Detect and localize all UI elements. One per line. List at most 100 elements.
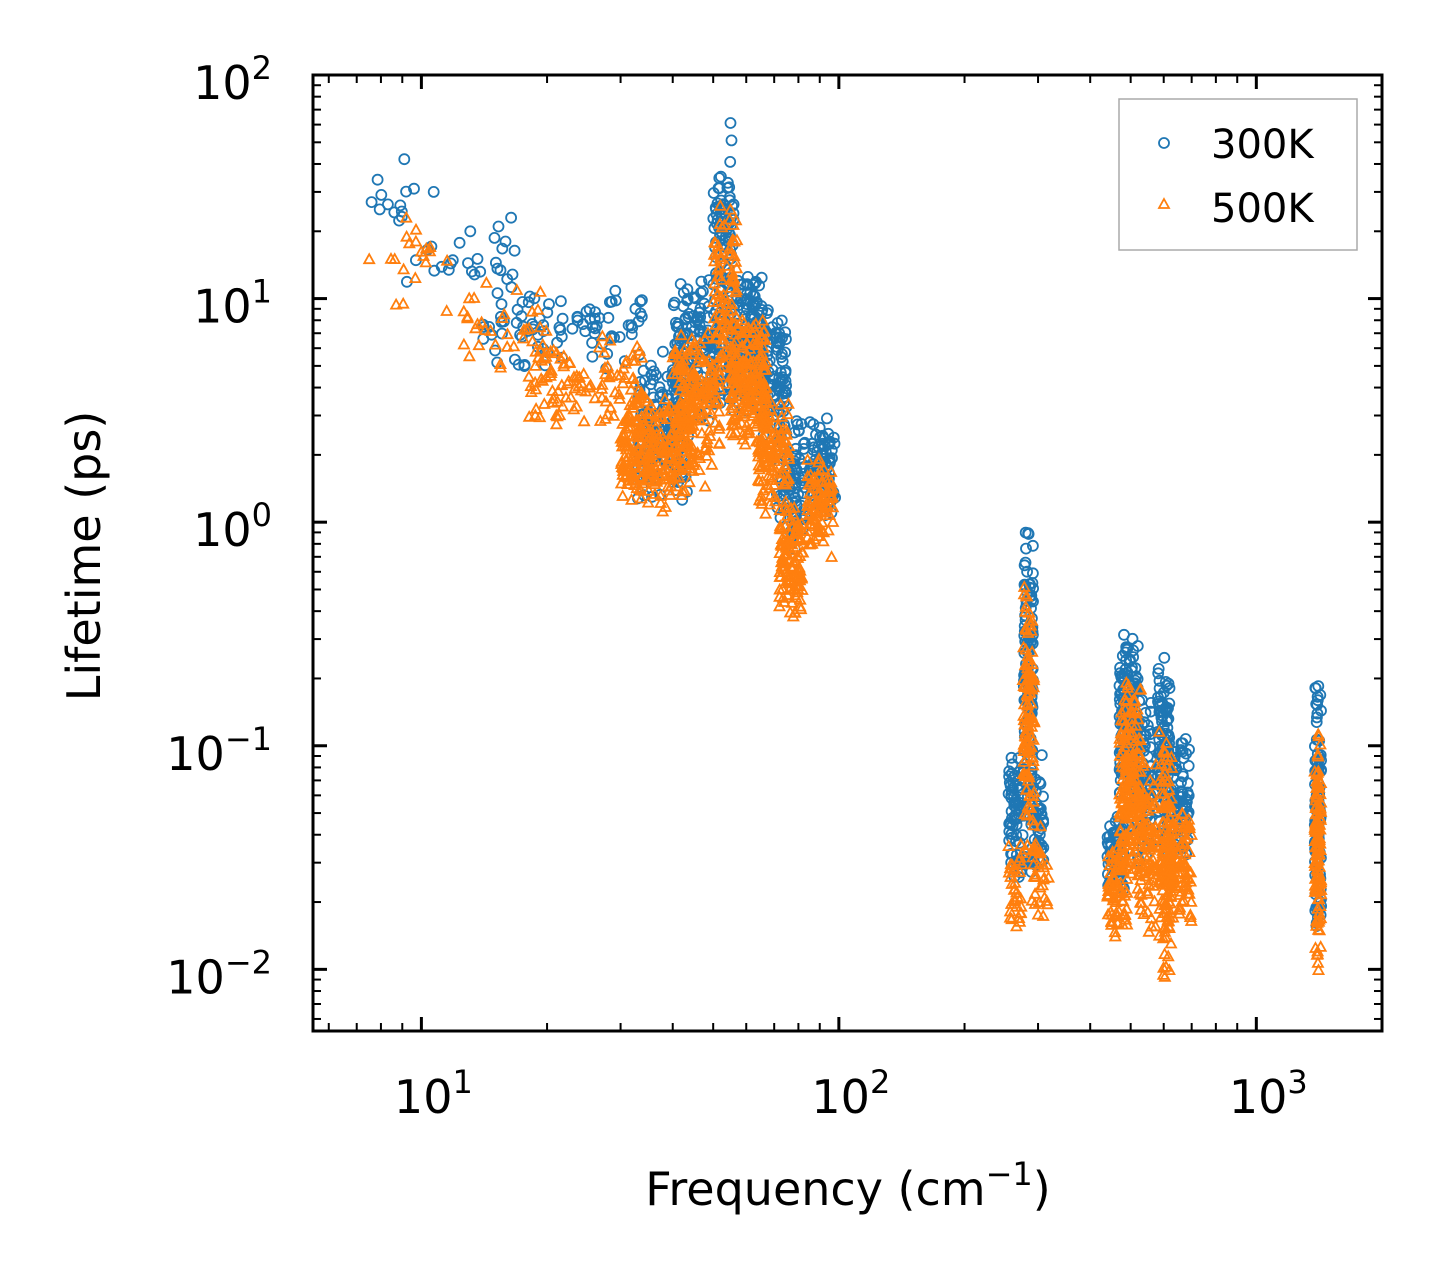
point-500k: [638, 407, 653, 419]
point-300k: [755, 271, 768, 284]
point-500k: [654, 496, 668, 508]
point-300k: [1035, 749, 1048, 761]
point-500k: [1037, 871, 1051, 883]
point-500k: [817, 462, 831, 475]
point-500k: [1019, 751, 1033, 764]
point-500k: [1101, 849, 1115, 862]
point-500k: [725, 370, 739, 383]
point-500k: [493, 357, 507, 369]
point-500k: [665, 471, 679, 484]
point-500k: [1183, 910, 1197, 922]
point-500k: [825, 550, 839, 562]
point-300k: [571, 311, 584, 324]
point-500k: [1156, 775, 1170, 787]
point-500k: [1024, 708, 1038, 721]
point-500k: [1016, 673, 1030, 685]
point-500k: [1031, 907, 1045, 920]
point-500k: [414, 244, 428, 257]
point-300k: [400, 185, 413, 198]
point-500k: [671, 360, 685, 373]
point-500k: [668, 343, 682, 356]
point-500k: [537, 397, 551, 409]
point-500k: [525, 304, 539, 317]
point-500k: [778, 519, 792, 531]
point-500k: [601, 359, 615, 372]
point-500k: [1311, 947, 1325, 960]
point-500k: [1003, 904, 1017, 917]
point-500k: [1164, 936, 1178, 949]
point-500k: [806, 481, 820, 493]
point-500k: [1131, 786, 1145, 799]
point-300k: [1006, 831, 1018, 844]
point-500k: [768, 410, 782, 423]
point-500k: [608, 385, 622, 398]
point-500k: [457, 337, 471, 350]
point-500k: [1135, 896, 1149, 908]
point-500k: [1311, 922, 1325, 935]
point-300k: [795, 418, 808, 430]
point-500k: [650, 474, 664, 487]
point-500k: [726, 218, 740, 230]
point-500k: [1019, 600, 1033, 612]
point-300k: [510, 316, 523, 329]
point-500k: [666, 350, 680, 363]
point-300k: [634, 295, 647, 308]
point-500k: [460, 309, 475, 322]
point-500k: [615, 434, 629, 447]
point-500k: [550, 346, 564, 359]
point-300k: [543, 298, 555, 311]
point-500k: [1018, 769, 1032, 782]
point-300k: [634, 307, 647, 320]
point-500k: [1311, 963, 1326, 975]
point-500k: [624, 382, 638, 395]
point-500k: [761, 478, 775, 491]
point-300k: [695, 275, 708, 288]
point-500k: [1017, 587, 1031, 600]
point-500k: [577, 414, 591, 427]
point-500k: [1014, 899, 1028, 912]
point-300k: [813, 421, 826, 434]
point-500k: [1014, 837, 1028, 850]
point-500k: [1312, 866, 1326, 879]
point-500k: [695, 426, 709, 439]
point-500k: [598, 412, 612, 424]
point-500k: [1114, 713, 1129, 725]
point-500k: [362, 252, 376, 265]
point-500k: [388, 252, 402, 264]
point-300k: [375, 188, 388, 201]
point-300k: [1158, 651, 1171, 664]
point-500k: [746, 406, 760, 418]
point-500k: [646, 439, 660, 452]
point-500k: [674, 361, 688, 374]
point-300k: [712, 182, 725, 195]
legend: 300K 500K: [1118, 98, 1358, 251]
point-500k: [752, 458, 766, 471]
point-500k: [775, 409, 789, 422]
point-500k: [726, 428, 740, 441]
x-axis-title: Frequency (cm−1): [645, 1155, 1050, 1216]
point-500k: [658, 392, 672, 404]
point-300k: [518, 358, 531, 371]
point-300k: [398, 153, 411, 166]
point-500k: [633, 343, 647, 356]
point-500k: [510, 283, 524, 295]
point-500k: [739, 355, 753, 368]
point-300k: [488, 231, 501, 244]
point-500k: [707, 311, 721, 324]
point-300k: [780, 387, 792, 400]
point-300k: [708, 308, 720, 321]
point-300k: [751, 296, 763, 308]
point-500k: [612, 387, 626, 400]
point-500k: [709, 331, 723, 344]
point-500k: [757, 377, 771, 390]
point-500k: [801, 452, 815, 465]
point-500k: [676, 455, 690, 468]
point-300k: [1118, 628, 1130, 641]
point-500k: [773, 565, 787, 577]
x-axis-title-main: Frequency (cm: [645, 1162, 985, 1216]
point-500k: [1183, 908, 1197, 920]
point-500k: [544, 364, 558, 376]
point-500k: [616, 361, 631, 374]
point-500k: [782, 449, 796, 462]
point-500k: [568, 381, 582, 394]
